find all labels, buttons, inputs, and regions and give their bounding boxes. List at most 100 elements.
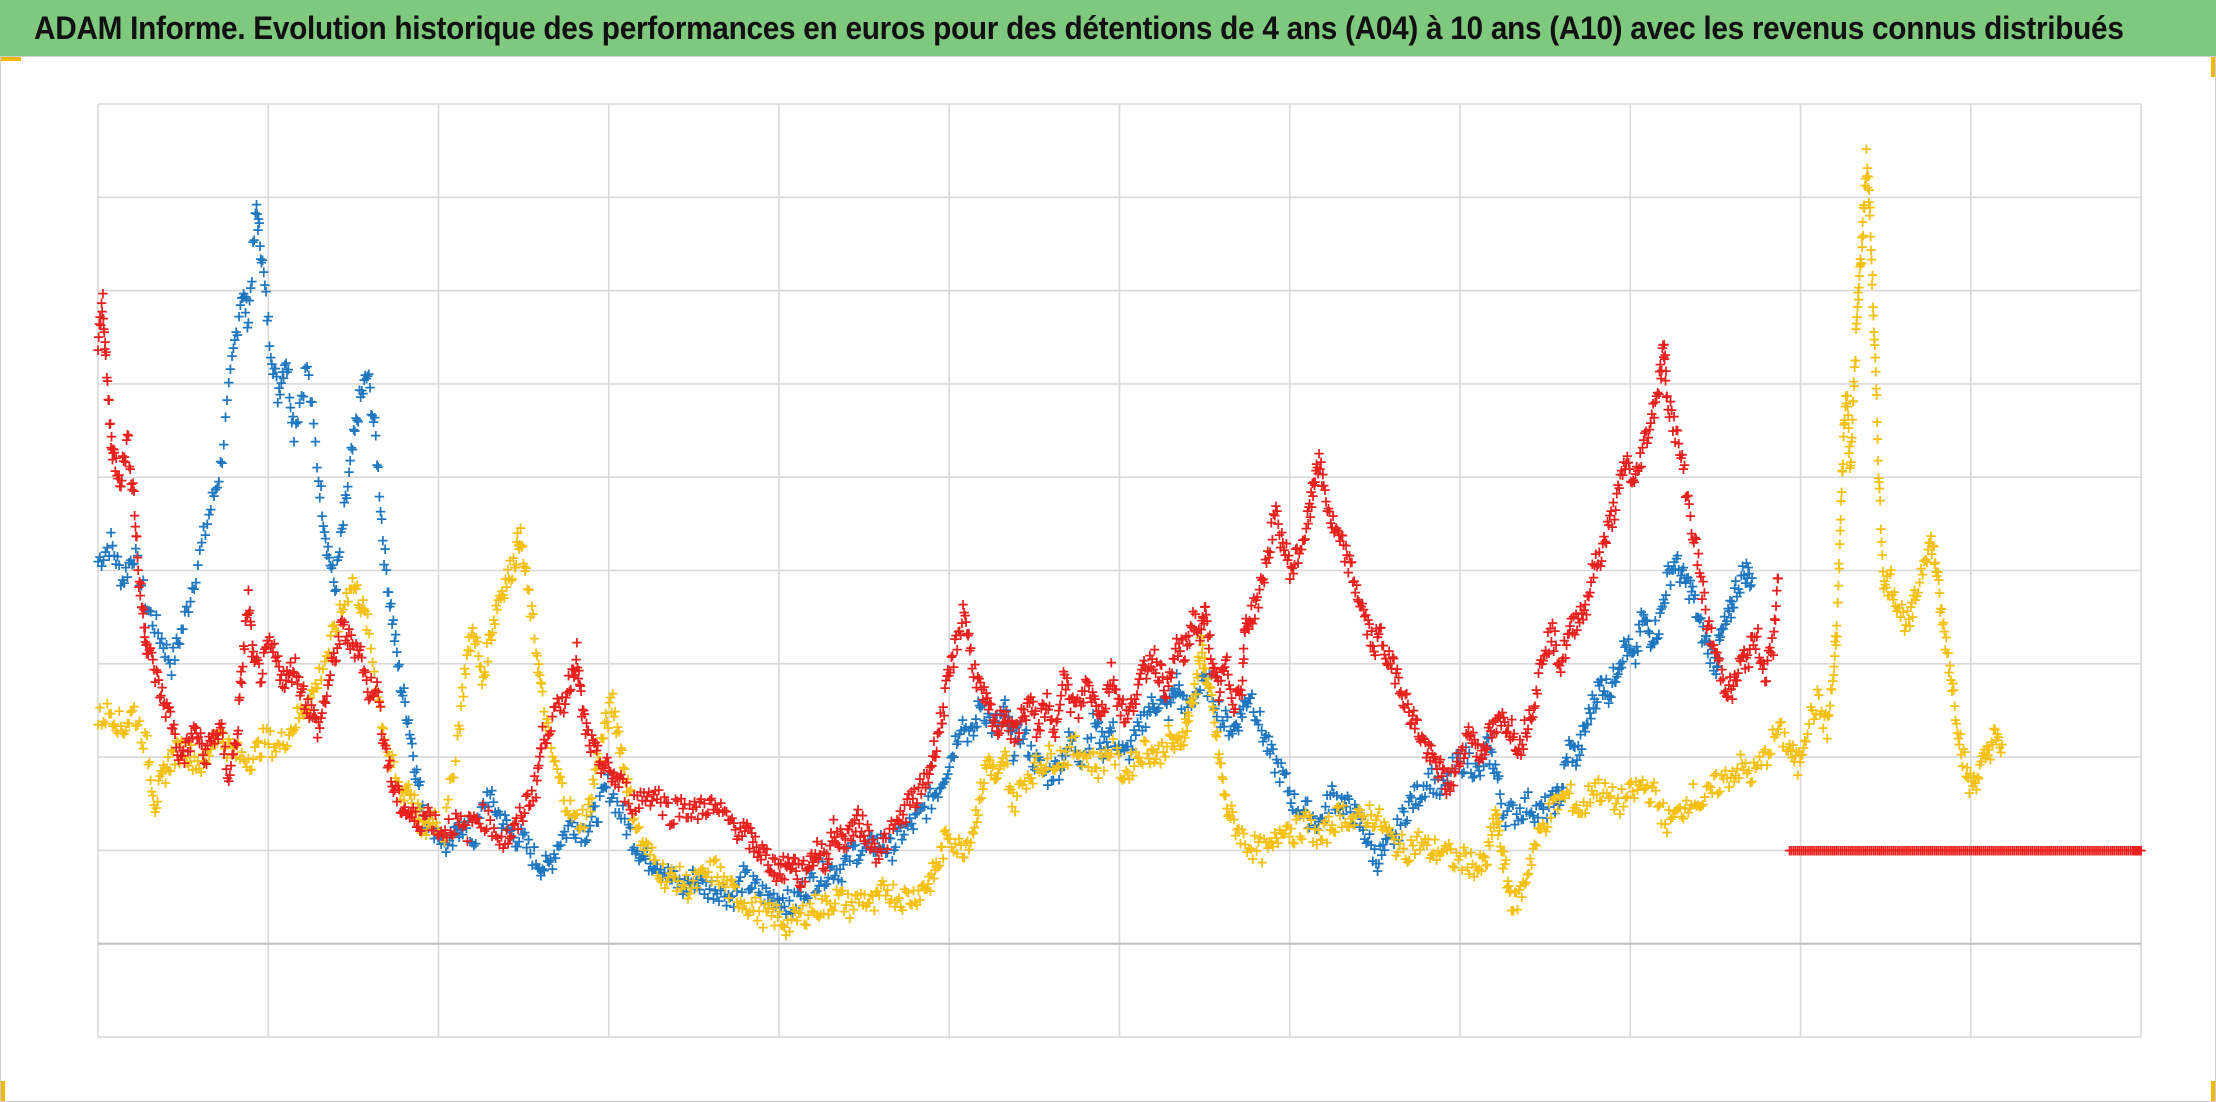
data-point: + (1531, 684, 1544, 702)
data-point: + (211, 478, 224, 496)
data-point: + (286, 413, 299, 431)
data-point: + (361, 367, 374, 385)
data-point: + (1870, 363, 1883, 381)
data-point: + (1746, 569, 1759, 587)
data-point: + (177, 620, 190, 638)
data-point: + (1252, 599, 1265, 617)
data-point: + (415, 798, 428, 816)
data-point: + (164, 655, 177, 673)
data-point: + (314, 489, 327, 507)
data-point: + (1871, 430, 1884, 448)
data-point: + (242, 581, 255, 599)
data-point: + (410, 760, 423, 778)
data-point: + (218, 436, 231, 454)
data-point: + (1906, 608, 1919, 626)
data-point: + (282, 361, 295, 379)
data-point: + (616, 741, 629, 759)
data-point: + (1609, 501, 1622, 519)
data-point: + (252, 221, 265, 239)
data-point: + (374, 698, 387, 716)
data-point: + (321, 546, 334, 564)
data-point: + (209, 480, 222, 498)
data-point: + (224, 360, 237, 378)
data-point: + (366, 406, 379, 424)
data-point: + (1481, 855, 1494, 873)
data-point: + (146, 617, 159, 635)
data-point: + (203, 506, 216, 524)
data-point: + (143, 602, 156, 620)
data-point: + (274, 385, 287, 403)
data-point: + (1049, 728, 1062, 746)
data-point: + (309, 433, 322, 451)
data-point: + (372, 458, 385, 476)
data-point: + (338, 493, 351, 511)
data-point: + (408, 763, 421, 781)
data-point: + (385, 595, 398, 613)
data-point: + (330, 581, 343, 599)
data-point: + (113, 556, 126, 574)
corner-accent-bottom-right (2211, 1081, 2215, 1101)
data-point: + (400, 711, 413, 729)
data-point: + (1238, 650, 1251, 668)
data-point: + (141, 601, 154, 619)
data-point: + (527, 605, 540, 623)
data-point: + (1831, 628, 1844, 646)
data-point: + (259, 276, 272, 294)
data-point: + (380, 561, 393, 579)
data-point: + (340, 489, 353, 507)
data-point: + (336, 520, 349, 538)
data-point: + (1767, 646, 1780, 664)
data-point: + (1871, 413, 1884, 431)
data-point: + (170, 629, 183, 647)
data-point: + (402, 711, 415, 729)
data-point: + (349, 422, 362, 440)
data-point: + (301, 358, 314, 376)
data-point: + (110, 555, 123, 573)
data-point: + (612, 723, 625, 741)
corner-accent-top-right (2211, 57, 2215, 77)
data-point: + (237, 285, 250, 303)
data-point: + (219, 408, 232, 426)
data-point: + (175, 620, 188, 638)
data-point: + (192, 556, 205, 574)
data-point: + (1705, 619, 1718, 637)
data-point: + (240, 290, 253, 308)
data-point: + (387, 611, 400, 629)
data-point: + (356, 382, 369, 400)
data-point: + (1885, 561, 1898, 579)
data-point: + (1845, 453, 1858, 471)
data-point: + (1600, 534, 1613, 552)
data-point: + (262, 308, 275, 326)
chart-title: ADAM Informe. Evolution historique des p… (34, 9, 2124, 46)
data-point: + (269, 360, 282, 378)
data-point: + (234, 296, 247, 314)
data-point: + (1833, 559, 1846, 577)
data-point: + (1595, 552, 1608, 570)
data-point: + (131, 528, 144, 546)
data-point: + (1772, 570, 1785, 588)
data-point: + (377, 532, 390, 550)
data-point: + (375, 510, 388, 528)
data-point: + (295, 387, 308, 405)
data-point: + (1770, 597, 1783, 615)
data-point: + (412, 773, 425, 791)
data-point: + (399, 693, 412, 711)
data-point: + (1632, 642, 1645, 660)
data-point: + (205, 501, 218, 519)
data-point: + (347, 421, 360, 439)
data-point: + (342, 478, 355, 496)
data-point: + (337, 516, 350, 534)
data-point: + (1635, 457, 1648, 475)
data-point: + (245, 616, 258, 634)
data-point: + (230, 323, 243, 341)
data-point: + (236, 289, 249, 307)
data-point: + (106, 537, 119, 555)
data-point: + (384, 598, 397, 616)
data-point: + (275, 374, 288, 392)
data-point: + (1832, 577, 1845, 595)
data-point: + (316, 507, 329, 525)
data-point: + (297, 388, 310, 406)
data-point: + (1648, 408, 1661, 426)
data-point: + (226, 347, 239, 365)
data-point: + (322, 538, 335, 556)
